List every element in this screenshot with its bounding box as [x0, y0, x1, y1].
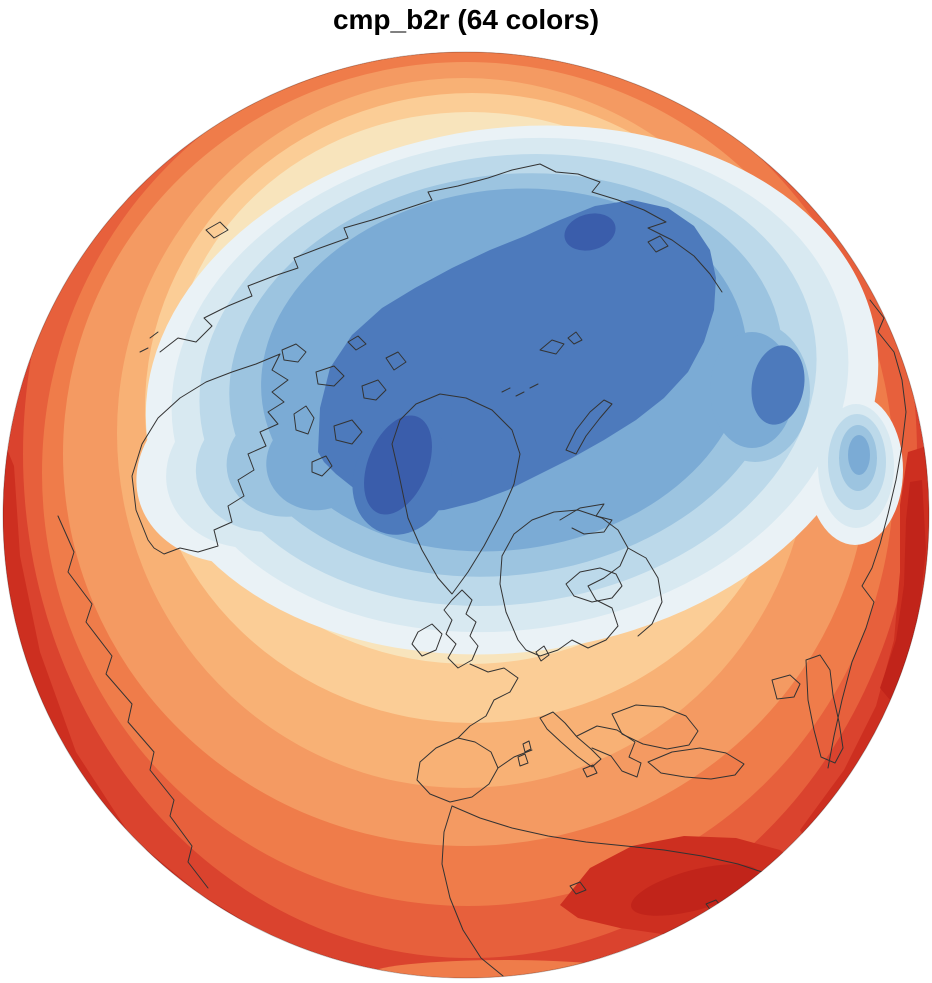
page-title: cmp_b2r (64 colors) — [332, 4, 600, 35]
island-canary-1 — [569, 881, 587, 895]
island-ireland — [411, 623, 443, 657]
coastline-north-africa — [451, 805, 769, 875]
island-arctic-archipelago-7 — [347, 335, 367, 351]
coastline-south-france — [497, 749, 533, 769]
coastline-greenland — [391, 393, 521, 595]
island-arctic-archipelago-2 — [315, 365, 345, 387]
island-denmark — [535, 645, 550, 662]
island-svalbard-1 — [539, 339, 565, 355]
coastline-scandinavia — [499, 509, 629, 657]
coastline-aral-sea — [771, 674, 801, 700]
coastline-italy — [539, 711, 602, 768]
darkest-red-core — [631, 864, 759, 916]
coastline-anatolia — [647, 747, 745, 780]
coastline-caspian-sea — [805, 654, 844, 764]
island-great-britain — [443, 589, 479, 669]
island-iceland — [565, 567, 623, 603]
island-arctic-archipelago-4 — [333, 419, 363, 445]
coastline-iberia — [416, 737, 499, 803]
darkest-red-right-sliver — [880, 480, 926, 700]
island-sicily — [582, 764, 598, 778]
cold-minimum-greenland — [364, 415, 432, 515]
coastline-europe-atlantic — [457, 663, 519, 739]
globe-limb — [2, 51, 930, 979]
island-severnaya-zemlya — [647, 235, 669, 253]
island-svalbard-2 — [567, 331, 583, 345]
coastline-north-america-west — [57, 515, 209, 889]
island-franz-josef — [501, 383, 539, 397]
coastline-siberia — [159, 163, 723, 353]
coastline-africa-atlantic — [441, 805, 504, 977]
coastline-balkans-greece — [576, 725, 642, 778]
coastline-white-sea — [559, 503, 613, 535]
island-corsica — [522, 740, 532, 753]
deep-red-right-limb — [800, 445, 929, 850]
island-wrangel — [205, 221, 229, 239]
island-novaya-zemlya — [565, 399, 613, 455]
island-arctic-archipelago-8 — [385, 351, 407, 371]
coastline-black-sea — [611, 704, 699, 750]
island-arctic-archipelago-6 — [311, 455, 333, 477]
coastline-finland — [627, 547, 663, 637]
coastline-alaska — [131, 353, 289, 555]
island-arctic-archipelago-1 — [281, 343, 307, 363]
cold-minimum-siberia — [564, 213, 616, 251]
coastline-kamchatka — [827, 299, 907, 769]
island-bering-1 — [149, 331, 159, 339]
island-arctic-archipelago-3 — [293, 405, 315, 435]
island-sardinia — [517, 753, 529, 767]
island-arctic-archipelago-5 — [361, 379, 387, 401]
island-bering-2 — [139, 347, 149, 353]
coastlines — [57, 163, 907, 977]
island-canary-3 — [693, 931, 708, 944]
